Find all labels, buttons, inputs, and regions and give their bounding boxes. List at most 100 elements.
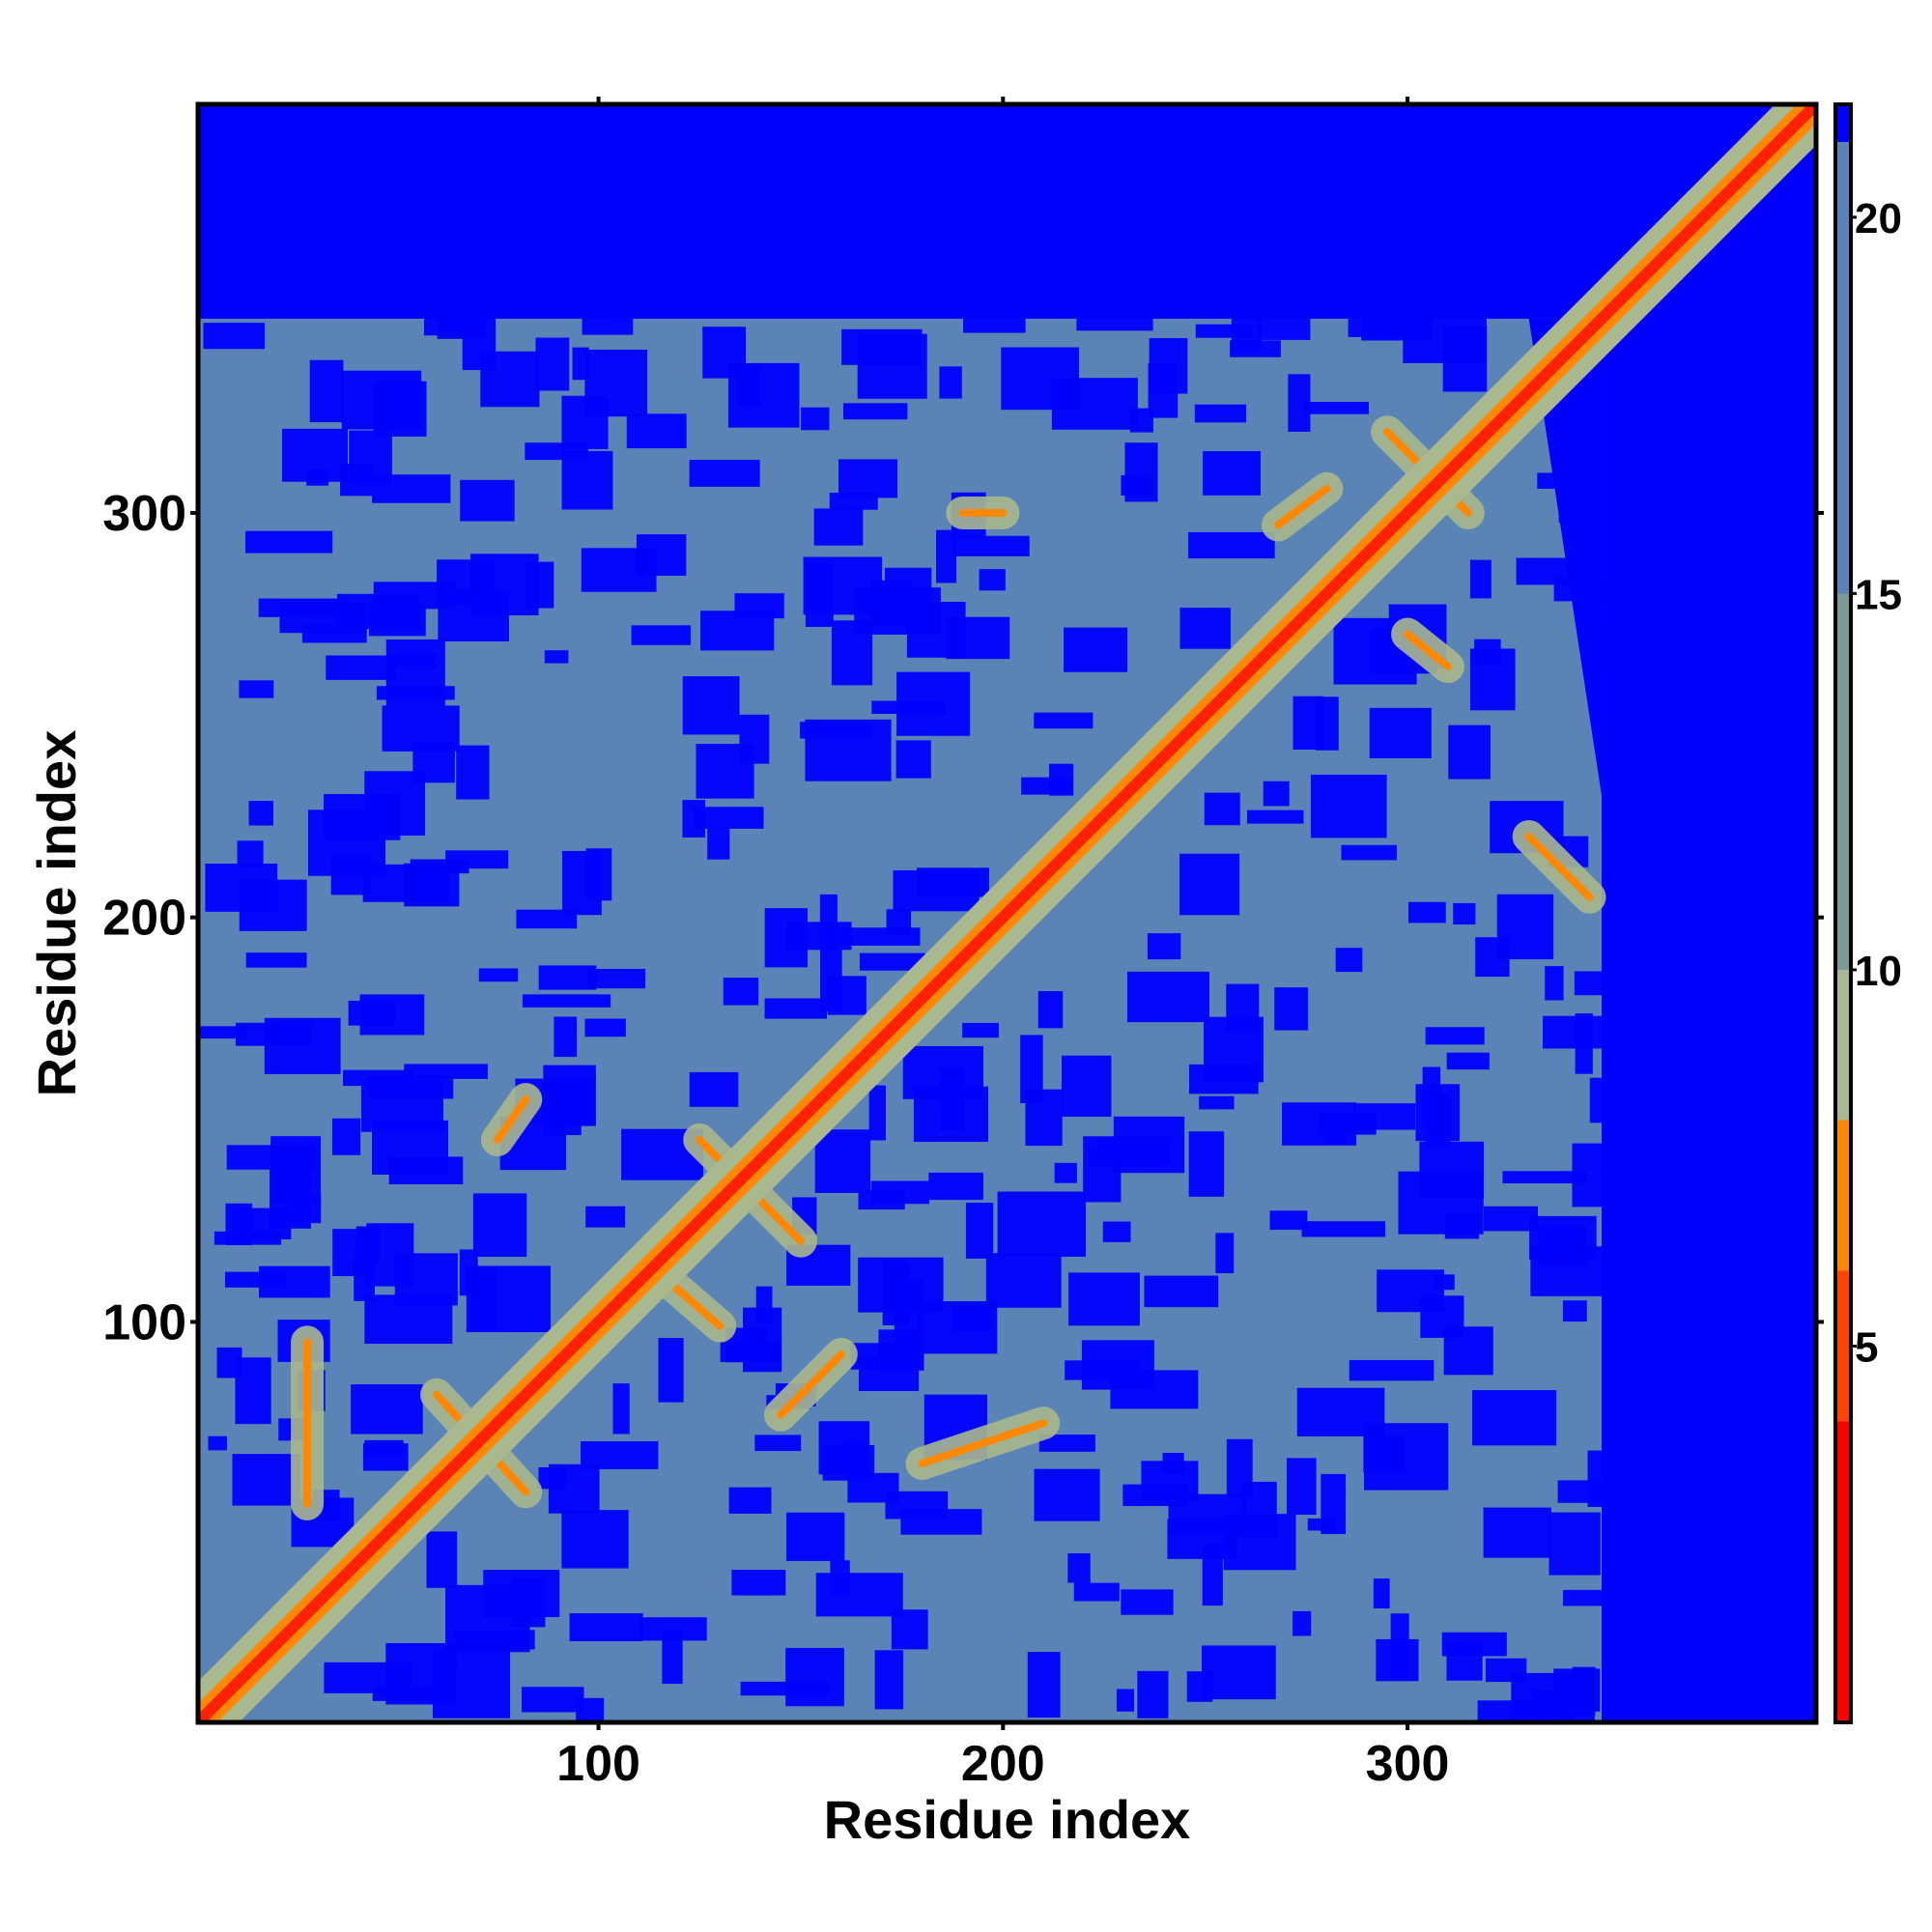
low-contact-block [585,1206,626,1228]
low-contact-block [1162,1453,1184,1475]
low-contact-block [723,978,759,1006]
low-contact-block [1230,340,1281,357]
low-contact-block [586,968,646,989]
low-contact-block [1263,781,1290,807]
low-contact-block [331,1118,361,1155]
low-contact-block [1420,1295,1464,1338]
low-contact-block [785,1647,844,1707]
low-contact-block [516,909,578,929]
low-contact-block [805,562,834,627]
y-tick-label: 300 [102,486,186,542]
low-contact-block [871,700,946,715]
low-contact-block [364,771,426,836]
low-contact-block [1288,374,1311,432]
low-contact-block [535,337,570,391]
low-contact-block [525,442,589,461]
low-contact-block [1349,1359,1435,1381]
low-contact-block [1038,1435,1095,1452]
low-contact-block [1310,774,1387,838]
low-contact-block [1589,1077,1676,1123]
corner-mask [1528,318,1603,797]
low-contact-block [1027,1652,1061,1718]
low-contact-block [394,654,437,668]
low-contact-block [1034,1468,1100,1521]
low-contact-block [1304,402,1369,414]
low-contact-block [472,1193,527,1257]
low-contact-block [813,508,864,546]
low-contact-block [874,1650,904,1710]
low-contact-block [1121,1589,1174,1615]
low-contact-block [354,1254,375,1301]
low-contact-block [1073,1582,1120,1602]
low-contact-block [1369,707,1432,758]
low-contact-block [561,395,609,449]
low-contact-block [819,894,838,952]
low-contact-block [1199,1095,1235,1110]
low-contact-block [1257,283,1311,340]
low-contact-block [1215,1233,1235,1274]
low-contact-block [373,381,427,437]
low-contact-block [1223,1514,1296,1571]
low-contact-block [736,364,761,408]
low-contact-block [1202,1645,1276,1700]
low-contact-block [561,450,613,510]
low-contact-block [235,1357,271,1425]
low-contact-block [1064,627,1128,672]
low-contact-block [351,1384,423,1435]
low-contact-block [936,529,957,583]
low-contact-block [979,569,1006,591]
low-contact-block [1442,326,1488,392]
contact-feature [777,1350,845,1419]
low-contact-block [1149,338,1188,394]
low-contact-block [1287,1458,1317,1516]
low-contact-block [359,994,425,1036]
low-contact-block [1204,792,1240,826]
colorbar-tick-label: 15 [1855,571,1902,618]
contact-feature [1274,484,1331,529]
low-contact-block [1453,902,1476,925]
low-contact-block [928,1172,983,1201]
colorbar-tick-label: 10 [1855,948,1902,995]
low-contact-block [548,1463,600,1514]
low-contact-block [838,927,921,946]
low-contact-block [581,1440,659,1469]
low-contact-block [244,530,333,554]
low-contact-block [1407,901,1446,923]
low-contact-block [962,1022,1000,1038]
low-contact-block [388,1156,464,1184]
y-tick-label: 200 [102,891,186,947]
low-contact-block [850,1343,924,1370]
low-contact-block [827,976,867,1015]
low-contact-block [870,580,912,627]
low-contact-block [814,1129,871,1193]
low-contact-block [1126,971,1210,1023]
low-contact-block [368,604,426,637]
low-contact-block [203,323,266,350]
low-contact-block [460,479,515,522]
y-axis-ticks: 100 200 300 [102,486,1824,1350]
low-contact-block [466,1265,552,1333]
low-contact-block [522,1687,584,1713]
low-contact-block [1202,1543,1223,1606]
low-contact-block [1137,1670,1169,1719]
low-contact-block [639,1617,707,1641]
low-contact-block [1574,971,1618,996]
low-contact-block [454,1630,535,1650]
colorbar: 5 10 15 20 [1833,102,1902,1724]
low-contact-block [569,1613,643,1642]
low-contact-block [1179,608,1232,649]
low-contact-block [658,1338,684,1403]
low-contact-block [1061,1055,1112,1118]
low-contact-block [456,745,490,800]
colorbar-gradient [1835,104,1851,1722]
low-contact-block [1034,712,1094,729]
low-contact-block [364,1439,404,1456]
low-contact-block [1147,933,1181,960]
low-contact-block [1472,1390,1557,1446]
low-contact-block [360,1080,444,1132]
low-contact-block [205,864,278,912]
plot-area [195,101,1819,1725]
x-tick-label: 100 [556,1736,640,1792]
low-contact-block [707,827,730,860]
low-contact-block [913,1086,989,1143]
